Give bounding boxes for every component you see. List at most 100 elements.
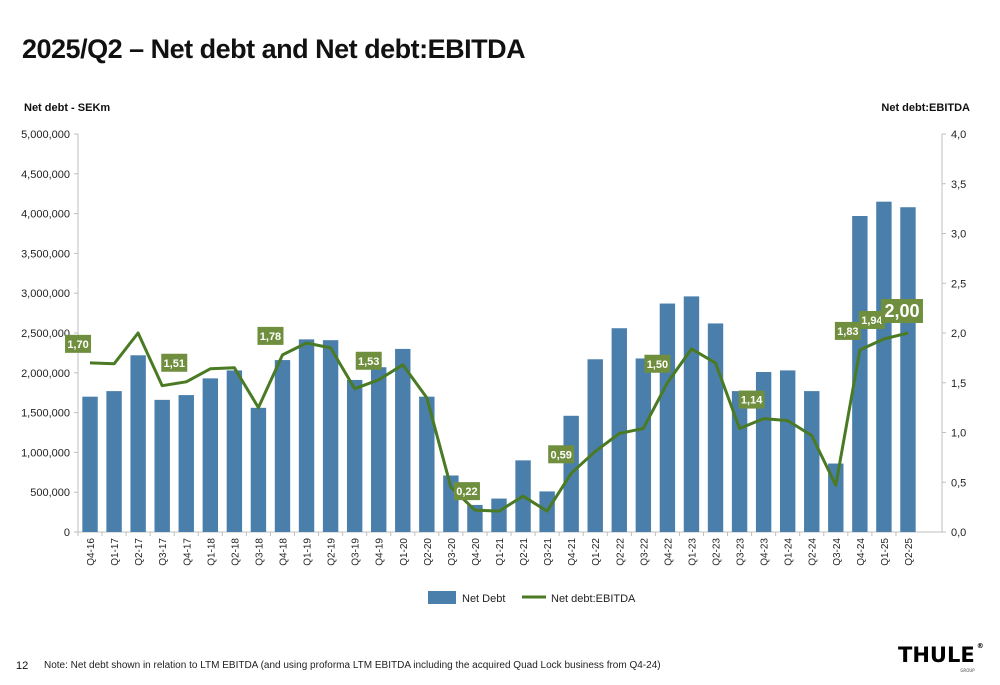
x-tick-label: Q4-21 [567, 538, 578, 566]
legend-label-net-debt: Net Debt [462, 593, 505, 605]
ebitda-ratio-line [89, 331, 909, 513]
data-label-box [834, 321, 861, 340]
x-tick-label: Q3-18 [254, 538, 265, 566]
data-label: 1,70 [67, 339, 88, 351]
right-tick-label: 0,5 [951, 477, 966, 489]
x-tick-label: Q4-16 [86, 538, 97, 566]
net-debt-bar [635, 358, 652, 532]
left-tick-label: 500,000 [30, 487, 70, 499]
net-debt-bar [371, 367, 387, 532]
right-tick-label: 2,5 [951, 278, 966, 290]
x-tick-label: Q3-22 [639, 538, 650, 566]
data-label: 2,00 [884, 301, 919, 321]
x-tick-label: Q2-19 [327, 538, 338, 566]
x-tick-label: Q2-24 [808, 538, 819, 566]
logo-subtext: GROUP [960, 668, 975, 673]
x-tick-label: Q3-24 [832, 538, 843, 566]
net-debt-bar [491, 498, 507, 532]
net-debt-bar [755, 372, 772, 532]
data-label-box [644, 354, 671, 373]
x-tick-label: Q4-23 [760, 538, 771, 566]
net-debt-bar [779, 370, 796, 532]
x-tick-label: Q1-25 [880, 538, 891, 566]
net-debt-bar [154, 399, 170, 532]
x-tick-label: Q1-17 [110, 538, 121, 566]
page-title: 2025/Q2 – Net debt and Net debt:EBITDA [22, 34, 526, 64]
data-label: 1,51 [164, 358, 185, 370]
left-tick-label: 3,000,000 [21, 288, 70, 300]
x-tick-label: Q4-18 [278, 538, 289, 566]
left-tick-label: 1,000,000 [21, 447, 70, 459]
net-debt-bar [876, 201, 892, 532]
right-tick-label: 1,5 [951, 378, 966, 390]
net-debt-chart: 0 500,000 1,000,000 1,500,000 2,000,000 2,500… [21, 129, 966, 605]
net-debt-bar [419, 396, 435, 532]
x-tick-label: Q4-20 [471, 538, 482, 566]
x-tick-label: Q2-20 [423, 538, 434, 566]
data-label-box [257, 326, 284, 345]
net-debt-bar [707, 323, 724, 532]
x-tick-label: Q2-25 [904, 538, 915, 566]
x-tick-label: Q2-21 [519, 538, 530, 566]
data-label-box [161, 353, 188, 372]
x-tick-label: Q3-21 [543, 538, 554, 566]
data-label-box [858, 310, 885, 329]
right-axis-title: Net debt:EBITDA [881, 102, 970, 114]
logo-wordmark: THULE [898, 643, 975, 667]
net-debt-bar [683, 296, 700, 532]
left-tick-label: 4,000,000 [21, 209, 70, 221]
net-debt-bar [82, 396, 98, 532]
data-label-box [453, 482, 480, 501]
data-label: 0,22 [456, 486, 477, 498]
net-debt-bar [298, 339, 315, 532]
left-tick-label: 5,000,000 [21, 129, 70, 141]
data-label: 1,50 [647, 359, 668, 371]
left-tick-label: 2,000,000 [21, 368, 70, 380]
data-label: 1,78 [260, 331, 281, 343]
net-debt-bar [274, 360, 291, 532]
data-label: 1,53 [358, 356, 379, 368]
net-debt-bar [395, 348, 411, 532]
x-tick-label: Q1-24 [784, 538, 795, 566]
net-debt-bar [852, 215, 868, 532]
data-label-box [548, 445, 575, 464]
legend-label-ratio: Net debt:EBITDA [551, 593, 636, 605]
x-tick-label: Q2-23 [712, 538, 723, 566]
left-tick-label: 3,500,000 [21, 248, 70, 260]
x-tick-label: Q4-22 [663, 538, 674, 566]
x-tick-label: Q4-24 [856, 538, 867, 566]
right-tick-label: 4,0 [951, 129, 966, 141]
data-label: 1,14 [741, 395, 763, 407]
x-tick-label: Q2-22 [615, 538, 626, 566]
left-axis-title: Net debt - SEKm [24, 102, 111, 114]
data-label-box [880, 299, 923, 323]
thule-logo: THULE ® GROUP [898, 643, 984, 673]
left-tick-label: 1,500,000 [21, 408, 70, 420]
right-tick-label: 0,0 [951, 527, 966, 539]
x-tick-label: Q1-20 [399, 538, 410, 566]
net-debt-bar [900, 207, 916, 532]
net-debt-bar [322, 340, 339, 532]
data-label: 0,59 [550, 449, 571, 461]
data-label-box [65, 334, 92, 353]
x-tick-label: Q3-20 [447, 538, 458, 566]
x-tick-label: Q1-22 [591, 538, 602, 566]
right-tick-label: 3,5 [951, 179, 966, 191]
net-debt-bar [659, 303, 676, 532]
x-tick-label: Q1-19 [303, 538, 314, 566]
right-tick-label: 2,0 [951, 328, 966, 340]
x-tick-label: Q2-17 [134, 538, 145, 566]
legend-swatch-net-debt [428, 591, 456, 604]
net-debt-bar [804, 391, 820, 532]
net-debt-bar [178, 395, 194, 532]
data-label-box [355, 351, 382, 370]
net-debt-bar [226, 370, 243, 532]
x-tick-label: Q1-21 [495, 538, 506, 566]
x-tick-label: Q3-19 [351, 538, 362, 566]
net-debt-bar [106, 391, 122, 532]
net-debt-bar [130, 355, 146, 532]
footnote: Note: Net debt shown in relation to LTM … [44, 660, 661, 671]
data-label-box [738, 390, 765, 409]
x-tick-label: Q3-17 [158, 538, 169, 566]
right-tick-label: 3,0 [951, 229, 966, 241]
